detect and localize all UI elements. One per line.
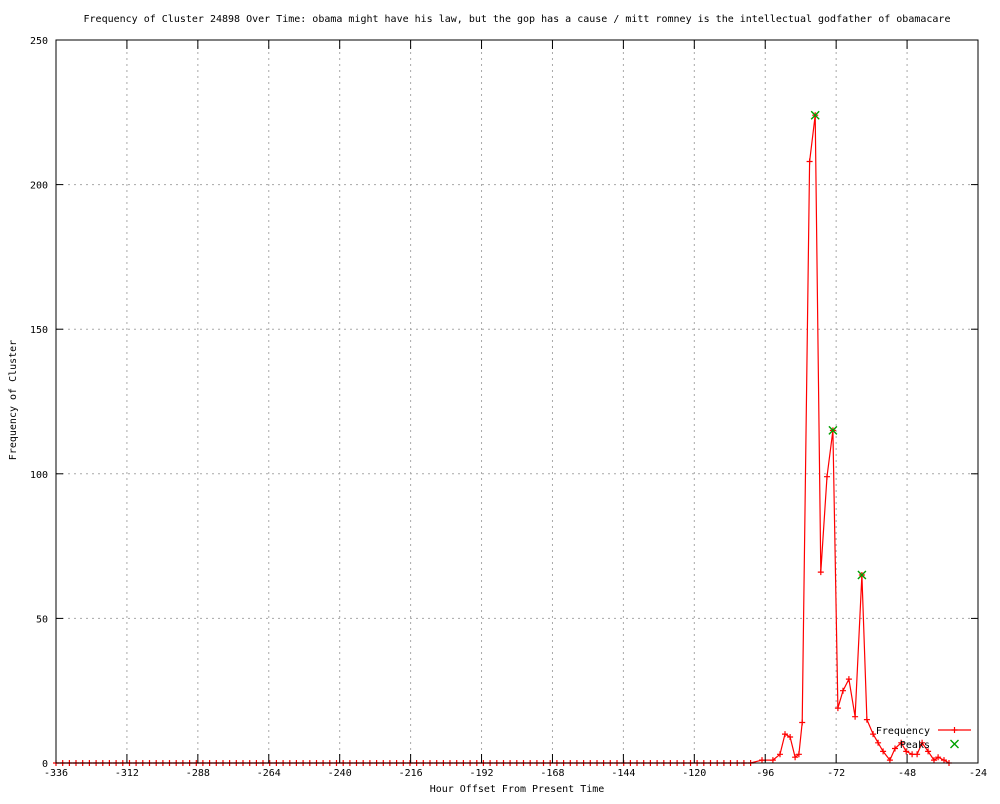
legend: Frequency Peaks xyxy=(876,726,971,751)
y-axis-label: Frequency of Cluster xyxy=(8,340,19,460)
axis-ticks xyxy=(55,39,979,764)
x-tick-labels: -336 -312 -288 -264 -240 -216 -192 -168 -144 -120… xyxy=(44,768,987,779)
chart-title: Frequency of Cluster 24898 Over Time: ob… xyxy=(84,14,951,25)
y-tick-label: 100 xyxy=(30,470,48,481)
y-tick-labels: 0 50 100 150 200 250 xyxy=(30,36,48,770)
y-tick-label: 50 xyxy=(36,614,48,625)
x-tick-label: -312 xyxy=(115,768,139,779)
y-tick-label: 250 xyxy=(30,36,48,47)
x-tick-label: -48 xyxy=(898,768,916,779)
y-tick-label: 150 xyxy=(30,325,48,336)
legend-peaks-cross-sample xyxy=(950,739,959,749)
y-tick-label: 0 xyxy=(42,759,48,770)
gridlines xyxy=(56,40,978,763)
legend-frequency-plus-sample xyxy=(951,727,958,733)
x-tick-label: -72 xyxy=(827,768,845,779)
x-tick-label: -120 xyxy=(682,768,706,779)
x-tick-label: -144 xyxy=(611,768,635,779)
x-tick-label: -288 xyxy=(186,768,210,779)
peaks-cross-markers xyxy=(810,110,867,580)
x-tick-label: -216 xyxy=(399,768,423,779)
y-tick-label: 200 xyxy=(30,181,48,192)
plot-border xyxy=(55,39,979,764)
x-tick-label: -240 xyxy=(328,768,352,779)
legend-label-frequency: Frequency xyxy=(876,726,930,737)
x-tick-label: -168 xyxy=(540,768,564,779)
x-tick-label: -336 xyxy=(44,768,68,779)
x-tick-label: -192 xyxy=(469,768,493,779)
legend-label-peaks: Peaks xyxy=(900,740,930,751)
plot-border-rect xyxy=(55,39,979,764)
x-tick-label: -264 xyxy=(257,768,281,779)
frequency-line xyxy=(56,115,950,764)
legend-markers xyxy=(938,727,971,749)
x-axis-label: Hour Offset From Present Time xyxy=(430,784,605,795)
x-tick-label: -96 xyxy=(756,768,774,779)
x-tick-label: -24 xyxy=(969,768,987,779)
frequency-plus-markers xyxy=(53,112,952,766)
data-series xyxy=(53,110,952,766)
